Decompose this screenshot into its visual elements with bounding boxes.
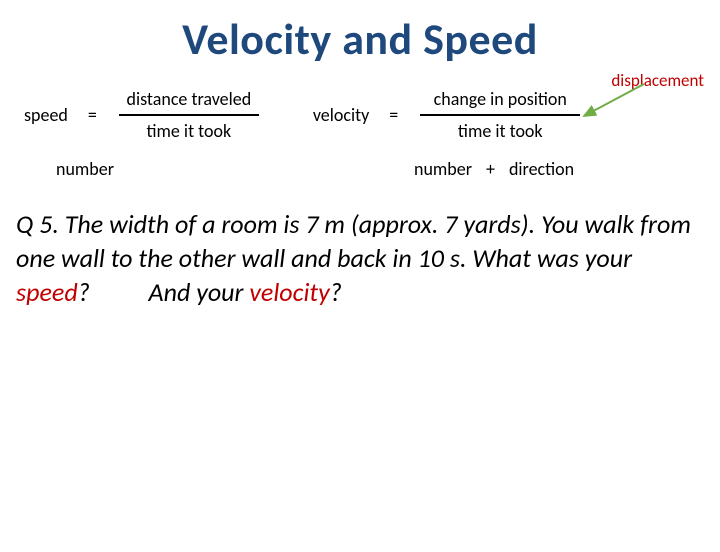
equals-1: = [88, 104, 97, 126]
speed-fraction: distance traveled time it took [119, 88, 259, 142]
question-mid: And your [90, 276, 250, 308]
question-prefix: Q 5. The width of a room is 7 m (approx.… [16, 208, 691, 274]
speed-note: number [56, 158, 114, 180]
question-text: Q 5. The width of a room is 7 m (approx.… [0, 208, 720, 309]
speed-word: speed [16, 276, 78, 308]
plus-sign: + [486, 158, 495, 180]
speed-numerator: distance traveled [123, 88, 256, 114]
velocity-note-number: number [414, 158, 472, 180]
velocity-word: velocity [249, 276, 329, 308]
velocity-note-direction: direction [509, 158, 574, 180]
velocity-numerator: change in position [430, 88, 571, 114]
page-title: Velocity and Speed [0, 12, 720, 66]
velocity-fraction: change in position time it took [420, 88, 580, 142]
displacement-annotation: displacement [611, 70, 704, 91]
annotation-row: number number + direction [0, 158, 720, 180]
velocity-lhs: velocity [313, 104, 369, 126]
equals-2: = [389, 104, 398, 126]
qmark-1: ? [78, 276, 90, 308]
speed-lhs: speed [24, 104, 68, 126]
velocity-denominator: time it took [454, 116, 547, 142]
formula-row: speed = distance traveled time it took v… [0, 88, 720, 142]
qmark-2: ? [330, 276, 342, 308]
speed-denominator: time it took [143, 116, 236, 142]
